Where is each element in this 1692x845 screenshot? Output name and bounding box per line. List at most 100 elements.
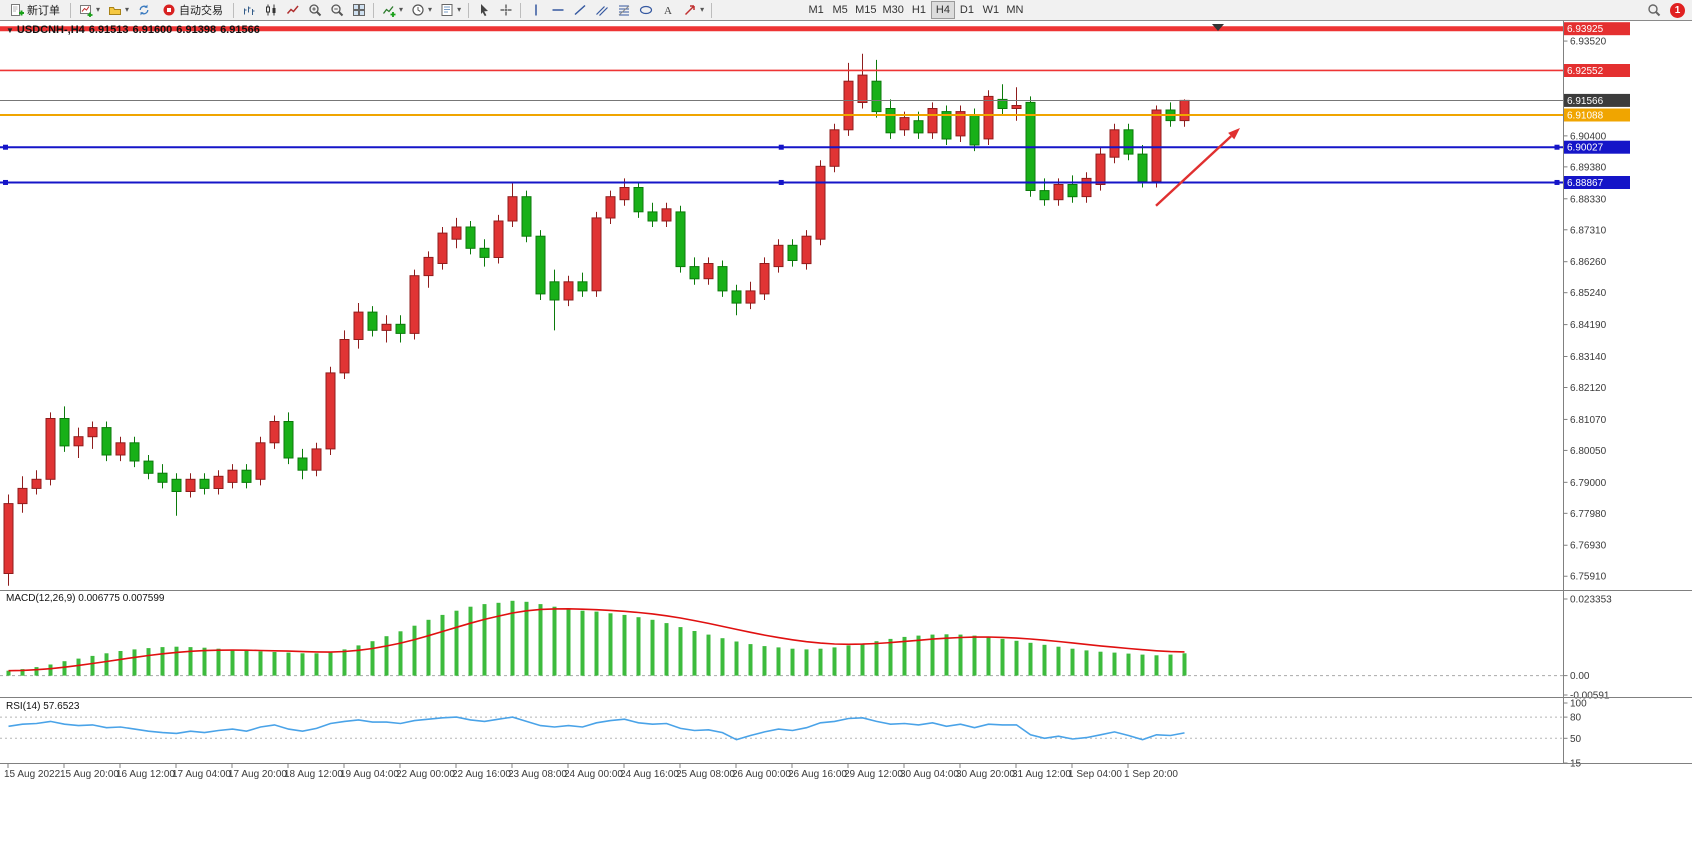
cursor-button[interactable] — [473, 1, 494, 19]
candle-body — [815, 165, 826, 240]
indicators-button[interactable]: ▾ — [378, 1, 406, 19]
rsi-tick-label: 80 — [1570, 713, 1582, 724]
candle-body — [115, 442, 126, 456]
price-badge-label: 6.88867 — [1567, 178, 1604, 189]
candle-body — [1179, 99, 1190, 122]
clock-icon — [410, 3, 425, 18]
hline-handle[interactable] — [778, 179, 784, 185]
timeframe-button-m30[interactable]: M30 — [880, 1, 907, 19]
template-icon — [439, 3, 454, 18]
macd-bar — [90, 655, 95, 676]
candle-body — [213, 475, 224, 489]
timeframe-button-mn[interactable]: MN — [1003, 1, 1027, 19]
macd-bar — [1168, 654, 1173, 676]
timeframe-button-m5[interactable]: M5 — [828, 1, 852, 19]
channel-icon — [594, 3, 609, 18]
price-tick-label: 6.87310 — [1570, 225, 1607, 236]
macd-bar — [384, 636, 389, 676]
profiles-button[interactable]: ▾ — [104, 1, 132, 19]
macd-bar — [34, 667, 39, 676]
zoom-out-icon — [329, 3, 344, 18]
hline-handle[interactable] — [1554, 144, 1560, 150]
timeframe-button-m15[interactable]: M15 — [852, 1, 879, 19]
templates-button[interactable]: ▾ — [436, 1, 464, 19]
new-order-button[interactable]: 新订单 — [3, 1, 66, 19]
main-pane[interactable] — [0, 26, 1564, 586]
timeframe-button-w1[interactable]: W1 — [979, 1, 1003, 19]
line-chart-mode-button[interactable] — [282, 1, 303, 19]
trend-arrow[interactable] — [1155, 135, 1233, 207]
macd-tick-label: 0.023353 — [1570, 595, 1612, 606]
periods-button[interactable]: ▾ — [407, 1, 435, 19]
horizontal-line-button[interactable] — [547, 1, 568, 19]
candle-body — [1137, 153, 1148, 183]
arrow-tools-button[interactable]: ▾ — [679, 1, 707, 19]
refresh-button[interactable] — [133, 1, 154, 19]
candle-body — [465, 226, 476, 249]
macd-bar — [916, 635, 921, 676]
zoom-in-button[interactable] — [304, 1, 325, 19]
vertical-line-button[interactable] — [525, 1, 546, 19]
time-axis-label: 22 Aug 16:00 — [452, 769, 511, 780]
price-tick-label: 6.81070 — [1570, 415, 1607, 426]
candle-body — [437, 232, 448, 265]
time-axis-label: 23 Aug 08:00 — [508, 769, 567, 780]
refresh-icon — [136, 3, 151, 18]
shapes-button[interactable] — [635, 1, 656, 19]
timeframe-button-h1[interactable]: H1 — [907, 1, 931, 19]
tile-windows-button[interactable] — [348, 1, 369, 19]
rsi-pane[interactable] — [0, 716, 1564, 741]
fibonacci-button[interactable] — [613, 1, 634, 19]
new-chart-button[interactable]: ▾ — [75, 1, 103, 19]
candle-body — [717, 266, 728, 292]
candle-body — [423, 256, 434, 277]
time-axis-label: 19 Aug 04:00 — [340, 769, 399, 780]
channel-button[interactable] — [591, 1, 612, 19]
macd-pane[interactable] — [0, 600, 1564, 677]
chart-shift-marker-icon[interactable] — [1212, 24, 1224, 31]
timeframe-button-m1[interactable]: M1 — [804, 1, 828, 19]
crosshair-button[interactable] — [495, 1, 516, 19]
macd-bar — [272, 652, 277, 676]
line-chart-icon — [285, 3, 300, 18]
candle-body — [283, 421, 294, 459]
candle-body — [269, 421, 280, 444]
hline-handle[interactable] — [3, 179, 8, 185]
macd-bar — [496, 602, 501, 676]
rsi-line — [8, 716, 1185, 741]
price-axis[interactable]: 6.93520 6.90400 6.89380 6.88330 6.87310 6.862… — [4, 22, 1630, 780]
trendline-button[interactable] — [569, 1, 590, 19]
candle-body — [339, 339, 350, 374]
macd-bar — [678, 627, 683, 676]
candle-body — [45, 418, 56, 480]
hline-handle[interactable] — [1554, 179, 1560, 185]
toolbar-right-tools: 1 — [1643, 1, 1689, 19]
autotrading-button[interactable]: 自动交易 — [155, 1, 229, 19]
chart-window[interactable]: 6.93520 6.90400 6.89380 6.88330 6.87310 6.862… — [0, 21, 1692, 783]
price-badge-label: 6.91088 — [1567, 111, 1604, 122]
timeframe-button-h4[interactable]: H4 — [930, 1, 955, 19]
candle-body — [899, 117, 910, 131]
macd-bar — [692, 631, 697, 676]
candle-body — [87, 427, 98, 438]
zoom-out-button[interactable] — [326, 1, 347, 19]
rsi-tick-label: 50 — [1570, 734, 1582, 745]
hline-handle[interactable] — [3, 144, 8, 150]
candle-body — [367, 311, 378, 331]
dropdown-caret-icon: ▾ — [96, 5, 101, 14]
macd-bar — [328, 652, 333, 676]
text-tool-button[interactable]: A — [657, 1, 678, 19]
time-axis-label: 17 Aug 04:00 — [172, 769, 231, 780]
search-button[interactable] — [1643, 1, 1664, 19]
notification-badge[interactable]: 1 — [1670, 2, 1685, 18]
macd-bar — [426, 619, 431, 676]
price-chart-canvas[interactable]: 6.93520 6.90400 6.89380 6.88330 6.87310 6.862… — [0, 21, 1692, 783]
price-badge-resistance — [1564, 64, 1630, 77]
timeframe-button-d1[interactable]: D1 — [955, 1, 979, 19]
hline-handle[interactable] — [778, 144, 784, 150]
macd-bar — [510, 600, 515, 676]
toolbar-separator — [373, 2, 375, 18]
candle-body — [535, 235, 546, 295]
bar-chart-mode-button[interactable] — [238, 1, 259, 19]
candlestick-mode-button[interactable] — [260, 1, 281, 19]
